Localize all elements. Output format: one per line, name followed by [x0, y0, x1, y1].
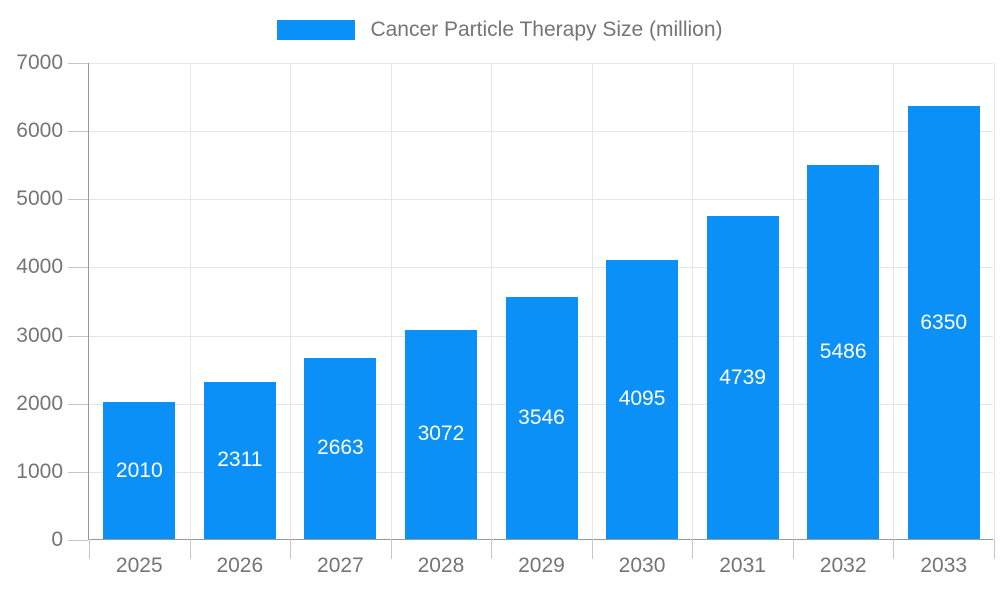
gridline-x [290, 63, 292, 539]
x-axis-tick [792, 539, 794, 559]
y-axis-label: 2000 [16, 391, 63, 415]
y-axis-tick [68, 131, 88, 133]
gridline-y [89, 131, 993, 133]
x-axis-label: 2030 [618, 554, 666, 577]
bar[interactable]: 4095 [606, 259, 679, 539]
x-axis-label: 2028 [417, 554, 465, 577]
x-axis-tick [591, 539, 593, 559]
x-axis-tick [893, 539, 895, 559]
x-axis-tick [390, 539, 392, 559]
bar-value-label: 2311 [217, 448, 263, 472]
bar-value-label: 3546 [518, 406, 565, 430]
bar-value-label: 4095 [618, 387, 666, 411]
gridline-x [189, 63, 191, 539]
y-axis-tick [68, 199, 88, 201]
bar[interactable]: 2311 [203, 381, 276, 539]
bar[interactable]: 2010 [103, 402, 176, 539]
gridline-x [792, 63, 794, 539]
plot-area: 0 1000 2000 3000 4000 5000 6000 7000 2010 2025 231… [16, 51, 995, 577]
y-axis-tick [68, 471, 88, 473]
y-axis-label: 7000 [16, 51, 63, 74]
legend: Cancer Particle Therapy Size (million) [0, 18, 1000, 42]
bar-value-label: 5486 [819, 340, 867, 364]
y-axis-tick [68, 267, 88, 269]
bar[interactable]: 3072 [404, 329, 477, 539]
x-axis-label: 2025 [115, 554, 163, 577]
gridline-y [89, 267, 993, 269]
gridline-x [692, 63, 694, 539]
legend-swatch[interactable] [277, 20, 356, 40]
y-axis-tick [68, 540, 88, 541]
gridline-x [994, 63, 995, 539]
bar-value-label: 2663 [317, 436, 364, 460]
x-axis-label: 2033 [920, 554, 968, 577]
x-axis-label: 2027 [317, 554, 364, 577]
bar[interactable]: 4739 [706, 216, 779, 539]
y-axis-label: 6000 [16, 119, 63, 143]
x-axis-tick [994, 539, 995, 559]
y-axis-tick [68, 63, 88, 64]
gridline-y [89, 199, 993, 201]
bar[interactable]: 2663 [304, 357, 377, 539]
bar-value-label: 3072 [417, 422, 465, 446]
gridline-x [893, 63, 895, 539]
x-axis-label: 2032 [819, 554, 867, 577]
bar[interactable]: 3546 [505, 297, 578, 539]
y-axis-label: 4000 [16, 255, 63, 279]
y-axis-label: 5000 [16, 187, 63, 211]
y-axis-label: 3000 [16, 323, 63, 347]
y-axis-tick [68, 335, 88, 337]
x-axis-tick [692, 539, 694, 559]
bar-value-label: 6350 [920, 310, 968, 334]
x-axis-tick [189, 539, 191, 559]
gridline-x [390, 63, 392, 539]
x-axis-label: 2026 [216, 554, 264, 577]
gridline-y [89, 63, 993, 64]
bar-value-label: 4739 [719, 365, 766, 389]
y-axis-tick [68, 403, 88, 405]
bar[interactable]: 6350 [907, 106, 980, 539]
x-axis-tick [290, 539, 292, 559]
y-axis-label: 1000 [16, 459, 63, 483]
x-axis-label: 2029 [518, 554, 565, 577]
x-axis-label: 2031 [719, 554, 766, 577]
legend-label: Cancer Particle Therapy Size (million) [370, 18, 723, 41]
bar-value-label: 2010 [115, 458, 163, 482]
x-axis-tick [89, 539, 90, 559]
y-axis-label: 0 [51, 528, 63, 551]
x-axis-tick [491, 539, 493, 559]
gridline-x [591, 63, 593, 539]
gridline-x [491, 63, 493, 539]
bar[interactable]: 5486 [807, 165, 880, 539]
